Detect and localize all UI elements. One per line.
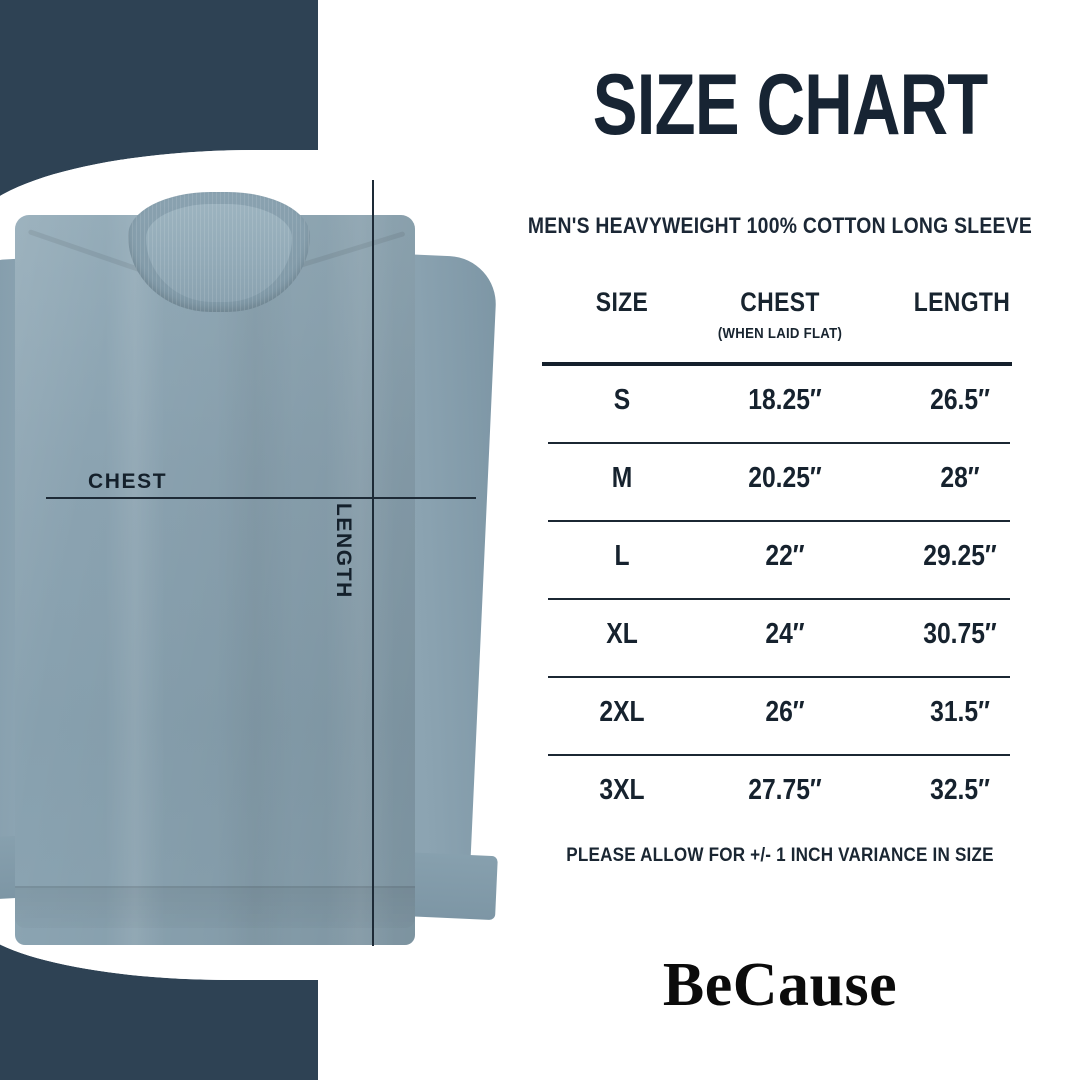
- table-row: M 20.25″ 28″: [540, 444, 1020, 520]
- chart-content-column: SIZE CHART MEN'S HEAVYWEIGHT 100% COTTON…: [480, 0, 1080, 1080]
- cell-length: 28″: [940, 462, 980, 494]
- table-row-divider: [548, 520, 1010, 522]
- cell-length: 31.5″: [930, 696, 990, 728]
- cell-size: 3XL: [599, 774, 645, 806]
- shirt-collar-ribbing: [128, 192, 310, 312]
- cell-size: M: [611, 462, 633, 494]
- cell-chest: 22″: [765, 540, 805, 572]
- cell-size: 2XL: [599, 696, 645, 728]
- shirt-hem: [15, 886, 415, 928]
- cell-chest: 24″: [765, 618, 805, 650]
- shirt-collar-inner: [146, 204, 292, 302]
- size-chart-table: SIZE CHEST LENGTH (WHEN LAID FLAT) S 18.…: [540, 282, 1020, 832]
- shirt-body: [15, 215, 415, 945]
- cell-length: 32.5″: [930, 774, 990, 806]
- brand-logo: BeCause: [662, 951, 898, 1019]
- cell-chest: 20.25″: [748, 462, 822, 494]
- table-row: S 18.25″ 26.5″: [540, 366, 1020, 442]
- cell-size: XL: [606, 618, 638, 650]
- table-row-divider: [548, 754, 1010, 756]
- cell-length: 30.75″: [923, 618, 997, 650]
- column-header-chest-note: (WHEN LAID FLAT): [717, 325, 843, 342]
- cell-length: 29.25″: [923, 540, 997, 572]
- variance-note: PLEASE ALLOW FOR +/- 1 INCH VARIANCE IN …: [566, 845, 994, 866]
- fabric-fold: [215, 215, 295, 945]
- column-header-chest: CHEST: [740, 287, 820, 317]
- length-measurement-line: [372, 180, 374, 946]
- page-subtitle: MEN'S HEAVYWEIGHT 100% COTTON LONG SLEEV…: [527, 213, 1033, 238]
- chest-measurement-line: [46, 497, 476, 499]
- cell-size: L: [614, 540, 630, 572]
- table-row: 2XL 26″ 31.5″: [540, 678, 1020, 754]
- column-header-length: LENGTH: [913, 287, 1011, 317]
- table-header-divider: [542, 362, 1012, 366]
- cell-chest: 26″: [765, 696, 805, 728]
- cell-size: S: [613, 384, 631, 416]
- page-title: SIZE CHART: [592, 57, 988, 153]
- cell-length: 26.5″: [930, 384, 990, 416]
- table-row: L 22″ 29.25″: [540, 522, 1020, 598]
- table-row-divider: [548, 598, 1010, 600]
- table-row-divider: [548, 442, 1010, 444]
- table-header-row: SIZE CHEST LENGTH (WHEN LAID FLAT): [540, 282, 1020, 362]
- cell-chest: 27.75″: [748, 774, 822, 806]
- table-row-divider: [548, 676, 1010, 678]
- cell-chest: 18.25″: [748, 384, 822, 416]
- length-measurement-label: LENGTH: [332, 503, 355, 599]
- fabric-fold: [105, 215, 165, 945]
- table-row: 3XL 27.75″ 32.5″: [540, 756, 1020, 832]
- table-row: XL 24″ 30.75″: [540, 600, 1020, 676]
- column-header-size: SIZE: [595, 287, 649, 317]
- chest-measurement-label: CHEST: [88, 470, 168, 493]
